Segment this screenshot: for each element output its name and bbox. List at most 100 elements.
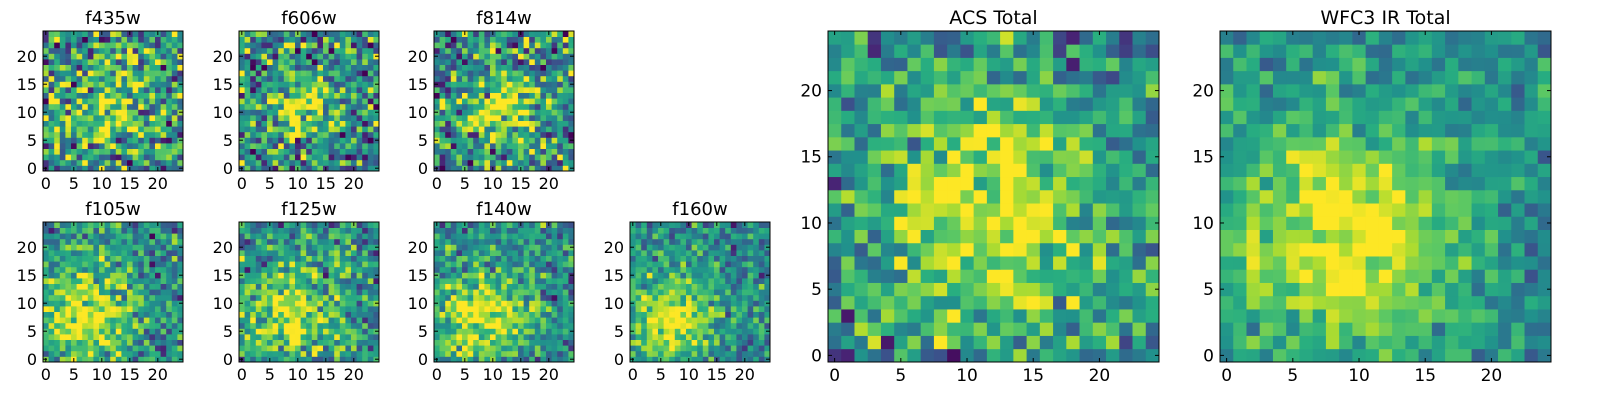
heatmap-cell <box>540 317 547 324</box>
heatmap-cell <box>138 322 145 329</box>
heatmap-cell <box>351 283 357 290</box>
heatmap-cell <box>300 261 307 268</box>
heatmap-cell <box>171 294 178 301</box>
heatmap-cell <box>450 322 457 329</box>
panel-title: f814w <box>476 8 531 29</box>
heatmap-cell <box>87 300 94 307</box>
heatmap-cell <box>758 328 765 335</box>
heatmap-cell <box>434 233 440 240</box>
heatmap-cell <box>473 311 480 318</box>
heatmap-cell <box>43 103 49 110</box>
heatmap-cell <box>434 238 440 245</box>
heatmap-cell <box>490 81 496 88</box>
heatmap-cell <box>166 266 173 273</box>
heatmap-cell <box>328 322 335 329</box>
heatmap-cell <box>283 103 290 110</box>
heatmap-cell <box>691 356 698 363</box>
heatmap-cell <box>495 59 502 65</box>
heatmap-cell <box>506 31 513 37</box>
heatmap-cell <box>367 81 374 88</box>
heatmap-cell <box>272 165 279 172</box>
heatmap-cell <box>99 70 105 77</box>
heatmap-cell <box>1026 256 1041 270</box>
heatmap-cell <box>719 272 726 279</box>
heatmap-cell <box>155 289 161 296</box>
heatmap-cell <box>356 244 363 251</box>
heatmap-cell <box>261 339 268 346</box>
heatmap-cell <box>149 350 156 357</box>
heatmap-cell <box>54 294 61 301</box>
heatmap-cell <box>434 339 440 346</box>
heatmap-cell <box>719 222 726 228</box>
heatmap-cell <box>250 126 257 133</box>
heatmap-cell <box>48 70 55 77</box>
heatmap-cell <box>149 294 156 301</box>
heatmap-cell <box>512 126 519 133</box>
heatmap-cell <box>104 126 111 133</box>
heatmap-cell <box>880 163 895 178</box>
heatmap-cell <box>501 53 508 60</box>
heatmap-cell <box>445 311 452 318</box>
heatmap-cell <box>171 126 178 133</box>
heatmap-cell <box>646 294 653 301</box>
heatmap-cell <box>434 64 440 71</box>
heatmap-cell <box>635 244 642 251</box>
heatmap-cell <box>546 47 552 54</box>
heatmap-cell <box>841 335 855 350</box>
heatmap-cell <box>267 64 273 71</box>
heatmap-cell <box>450 317 457 324</box>
heatmap-cell <box>54 59 61 65</box>
heatmap-cell <box>255 92 262 99</box>
heatmap-cell <box>434 154 440 161</box>
heatmap-cell <box>450 92 457 99</box>
heatmap-cell <box>1092 269 1107 283</box>
heatmap-cell <box>283 98 290 105</box>
heatmap-cell <box>71 334 77 340</box>
heatmap-cell <box>506 53 513 60</box>
heatmap-cell <box>54 64 61 71</box>
x-tick-label: 0 <box>41 365 51 384</box>
heatmap-cell <box>473 244 480 251</box>
heatmap-cell <box>495 356 502 363</box>
heatmap-cell <box>680 334 687 340</box>
heatmap-cell <box>311 334 318 340</box>
heatmap-cell <box>76 250 83 256</box>
heatmap-cell <box>59 87 66 93</box>
heatmap-cell <box>278 70 285 77</box>
heatmap-cell <box>907 163 922 178</box>
heatmap-cell <box>933 348 948 363</box>
heatmap-cell <box>143 98 150 105</box>
heatmap-cell <box>907 348 922 363</box>
heatmap-cell <box>171 272 178 279</box>
heatmap-cell <box>641 238 648 245</box>
heatmap-cell <box>669 356 676 363</box>
heatmap-cell <box>450 334 457 340</box>
heatmap-cell <box>239 294 245 301</box>
heatmap-cell <box>267 120 273 127</box>
heatmap-cell <box>373 143 380 149</box>
heatmap-cell <box>708 272 715 279</box>
heatmap-cell <box>373 283 380 290</box>
heatmap-cell <box>278 300 285 307</box>
heatmap-cell <box>439 294 446 301</box>
heatmap-cell <box>267 92 273 99</box>
heatmap-cell <box>93 70 100 77</box>
heatmap-cell <box>311 266 318 273</box>
heatmap-cell <box>562 328 569 335</box>
heatmap-cell <box>501 334 508 340</box>
heatmap-cell <box>635 350 642 357</box>
heatmap-cell <box>986 203 1001 217</box>
heatmap-cell <box>894 348 908 363</box>
heatmap-cell <box>1132 282 1147 297</box>
heatmap-cell <box>854 150 869 164</box>
heatmap-cell <box>82 244 89 251</box>
heatmap-cell <box>439 233 446 240</box>
heatmap-cell <box>76 154 83 161</box>
heatmap-cell <box>160 109 167 116</box>
heatmap-cell <box>867 309 882 323</box>
heatmap-cell <box>747 339 754 346</box>
heatmap-cell <box>356 143 363 149</box>
heatmap-cell <box>250 266 257 273</box>
heatmap-cell <box>99 81 105 88</box>
heatmap-cell <box>362 31 369 37</box>
